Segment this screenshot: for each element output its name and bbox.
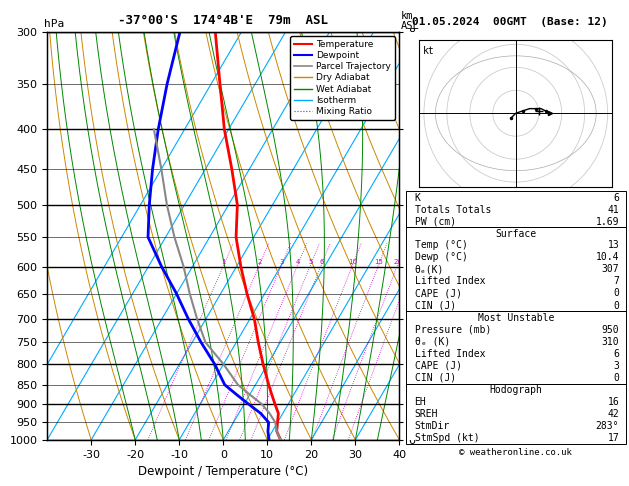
Text: -37°00'S  174°4B'E  79m  ASL: -37°00'S 174°4B'E 79m ASL xyxy=(118,14,328,27)
Text: Surface: Surface xyxy=(495,228,537,239)
Text: 2: 2 xyxy=(257,259,262,265)
Bar xyxy=(406,191,626,227)
Text: SREH: SREH xyxy=(415,409,438,419)
Text: 17: 17 xyxy=(608,433,619,443)
Text: 42: 42 xyxy=(608,409,619,419)
Text: 7: 7 xyxy=(613,277,619,286)
Text: 16: 16 xyxy=(608,397,619,407)
Text: Pressure (mb): Pressure (mb) xyxy=(415,325,491,334)
Text: 01.05.2024  00GMT  (Base: 12): 01.05.2024 00GMT (Base: 12) xyxy=(412,17,608,27)
Text: CAPE (J): CAPE (J) xyxy=(415,289,462,298)
Text: EH: EH xyxy=(415,397,426,407)
X-axis label: Dewpoint / Temperature (°C): Dewpoint / Temperature (°C) xyxy=(138,465,308,478)
Text: 4: 4 xyxy=(296,259,300,265)
Text: 10: 10 xyxy=(348,259,357,265)
Text: Lifted Index: Lifted Index xyxy=(415,349,485,359)
Text: 6: 6 xyxy=(319,259,323,265)
Text: Totals Totals: Totals Totals xyxy=(415,205,491,215)
Text: Dewp (°C): Dewp (°C) xyxy=(415,252,467,262)
Text: hPa: hPa xyxy=(44,19,64,29)
Bar xyxy=(406,312,626,383)
Text: 10.4: 10.4 xyxy=(596,252,619,262)
Text: 20: 20 xyxy=(393,259,402,265)
Text: StmSpd (kt): StmSpd (kt) xyxy=(415,433,479,443)
Text: 1.69: 1.69 xyxy=(596,217,619,227)
Text: 3: 3 xyxy=(613,361,619,371)
Bar xyxy=(406,227,626,312)
Text: km
ASL: km ASL xyxy=(401,11,420,31)
Text: 6: 6 xyxy=(613,193,619,203)
Text: K: K xyxy=(415,193,420,203)
Text: 0: 0 xyxy=(613,289,619,298)
Text: CIN (J): CIN (J) xyxy=(415,373,455,383)
Text: CIN (J): CIN (J) xyxy=(415,300,455,311)
Text: 5: 5 xyxy=(308,259,313,265)
Text: 15: 15 xyxy=(374,259,383,265)
Text: StmDir: StmDir xyxy=(415,421,450,431)
Text: 6: 6 xyxy=(613,349,619,359)
Text: 13: 13 xyxy=(608,240,619,250)
Text: θₑ (K): θₑ (K) xyxy=(415,337,450,347)
Text: 283°: 283° xyxy=(596,421,619,431)
Text: 0: 0 xyxy=(613,373,619,383)
Text: 310: 310 xyxy=(601,337,619,347)
Text: Lifted Index: Lifted Index xyxy=(415,277,485,286)
Text: 307: 307 xyxy=(601,264,619,274)
Text: Most Unstable: Most Unstable xyxy=(477,313,554,323)
Text: 41: 41 xyxy=(608,205,619,215)
Bar xyxy=(406,383,626,444)
Text: θₑ(K): θₑ(K) xyxy=(415,264,444,274)
Legend: Temperature, Dewpoint, Parcel Trajectory, Dry Adiabat, Wet Adiabat, Isotherm, Mi: Temperature, Dewpoint, Parcel Trajectory… xyxy=(290,36,395,120)
Text: CAPE (J): CAPE (J) xyxy=(415,361,462,371)
Text: Hodograph: Hodograph xyxy=(489,385,542,395)
Text: 1: 1 xyxy=(221,259,226,265)
Text: PW (cm): PW (cm) xyxy=(415,217,455,227)
Text: © weatheronline.co.uk: © weatheronline.co.uk xyxy=(459,448,572,457)
Text: Temp (°C): Temp (°C) xyxy=(415,240,467,250)
Text: 3: 3 xyxy=(279,259,284,265)
Text: 950: 950 xyxy=(601,325,619,334)
Text: 0: 0 xyxy=(613,300,619,311)
